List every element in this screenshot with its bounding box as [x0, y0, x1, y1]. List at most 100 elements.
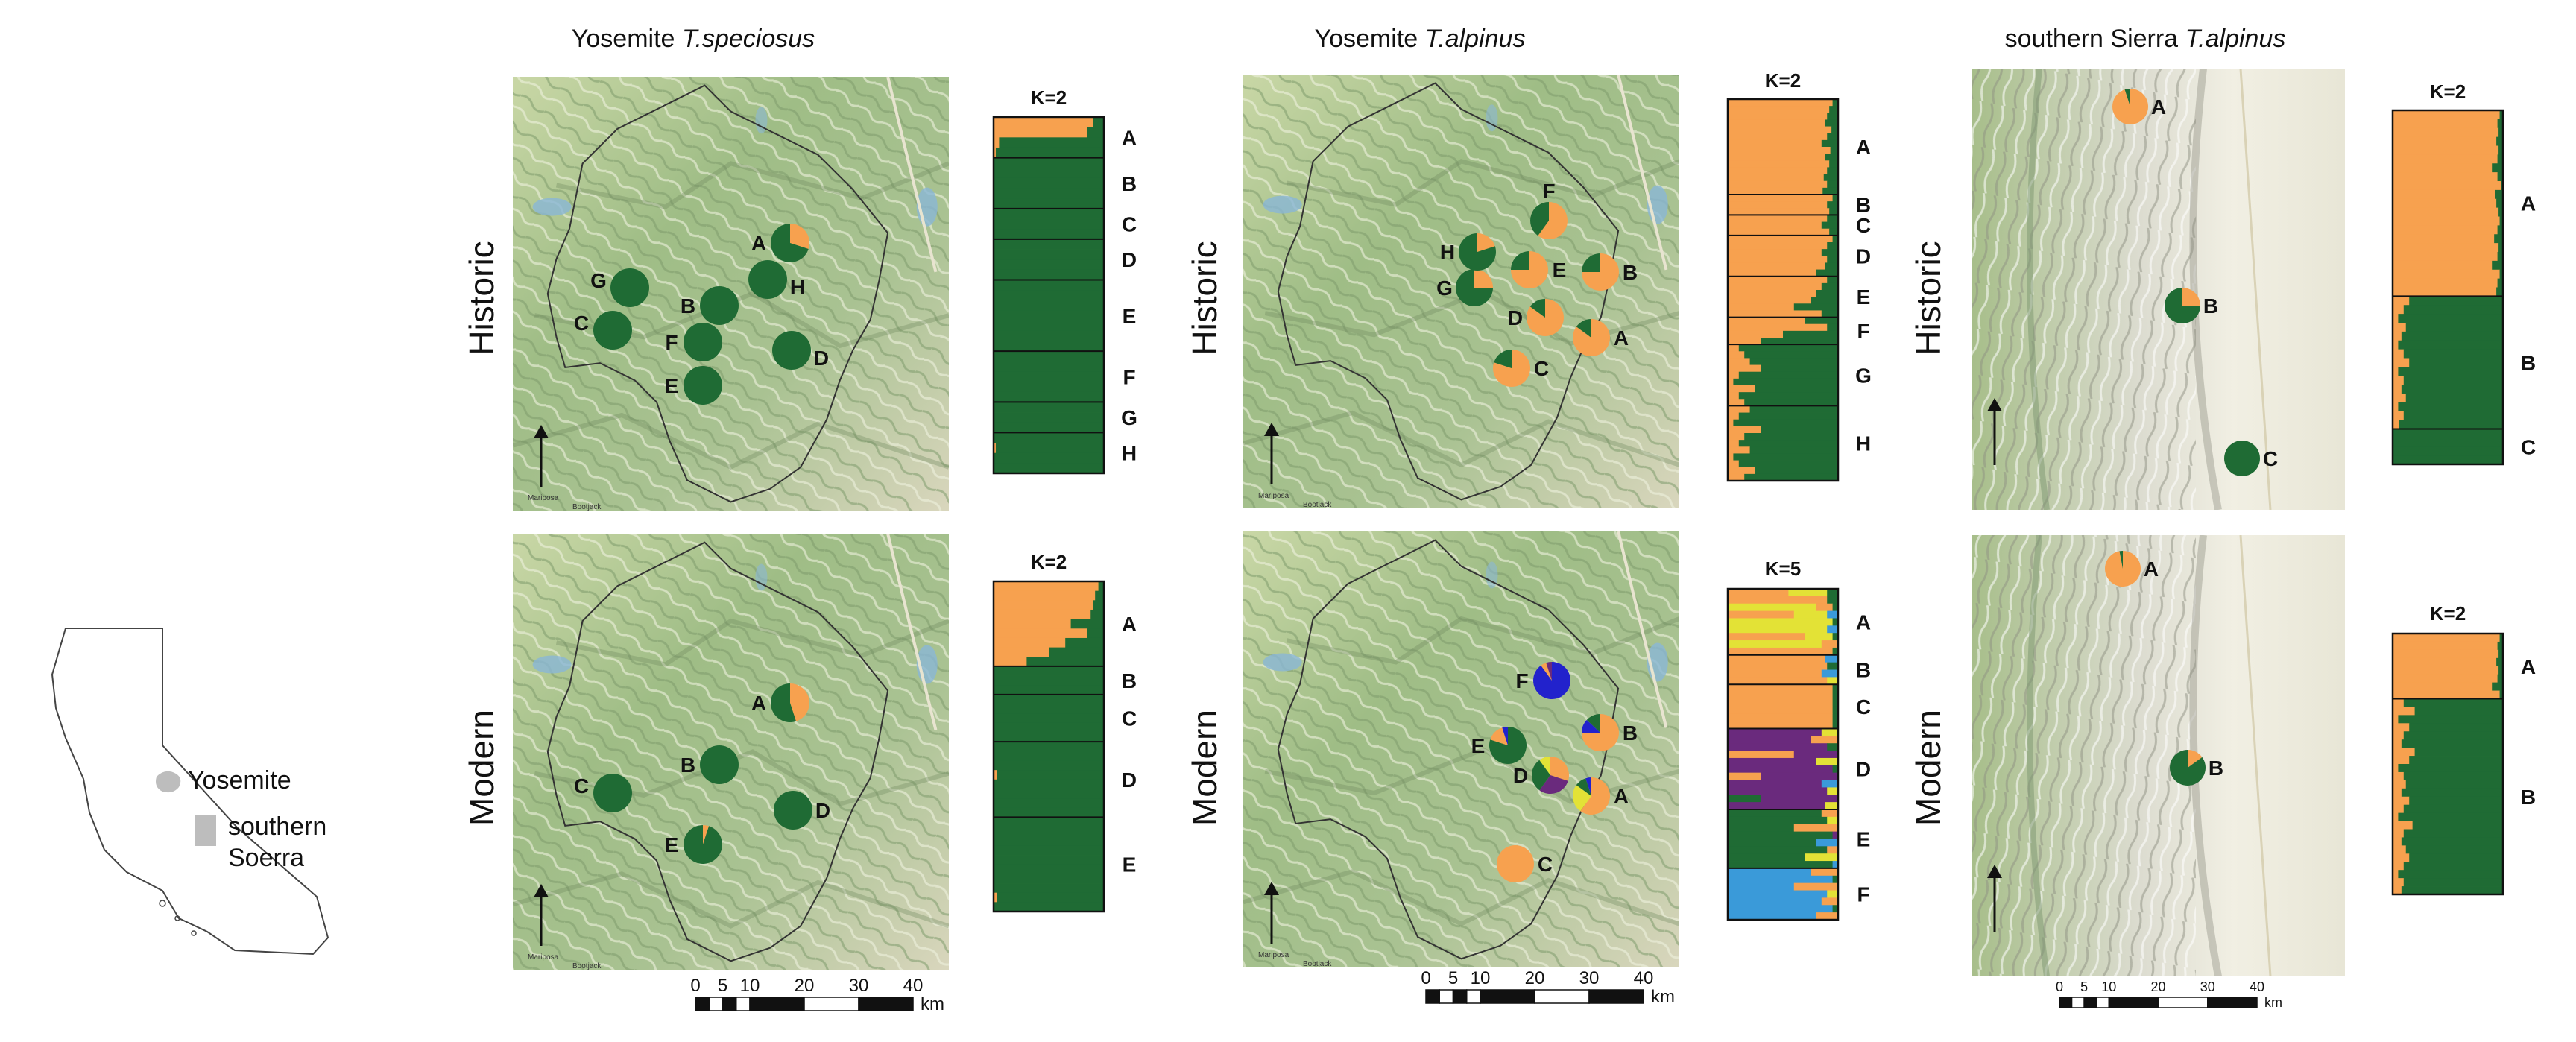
pie-slice — [2165, 288, 2200, 323]
ancestry-bar — [994, 694, 1105, 704]
ancestry-bar — [1728, 256, 1828, 263]
ancestry-bar — [1728, 882, 1795, 891]
pie-slice — [2188, 749, 2203, 768]
ancestry-bar — [2393, 154, 2498, 164]
ancestry-bar — [2403, 829, 2504, 838]
ancestry-bar — [1728, 371, 1740, 379]
ancestry-bar — [2393, 845, 2407, 854]
ancestry-bar — [2393, 674, 2498, 683]
ancestry-bar — [994, 412, 1105, 423]
ancestry-bar — [1749, 405, 1839, 413]
pie-slice — [1530, 299, 1545, 318]
ancestry-bar — [1728, 99, 1833, 107]
ancestry-bar — [2496, 287, 2504, 297]
ancestry-bar — [994, 452, 1105, 464]
ancestry-bar — [1728, 831, 1833, 839]
population-label: A — [2151, 95, 2166, 119]
column-title-2: Yosemite T.alpinus — [1315, 25, 1526, 53]
k-label: K=2 — [2430, 602, 2466, 625]
ancestry-bar — [1755, 385, 1839, 393]
pie-slice — [1550, 757, 1569, 781]
population-pie-C — [2224, 441, 2260, 476]
scale-tick-label: 0 — [2056, 979, 2063, 994]
scale-tick-label: 30 — [2200, 979, 2215, 994]
ancestry-bar — [1728, 290, 1816, 297]
ancestry-bar — [2497, 641, 2504, 651]
pie-slice — [1573, 785, 1591, 812]
ancestry-bar — [2393, 207, 2499, 217]
ancestry-bar — [994, 874, 1105, 884]
population-pie-B — [700, 745, 739, 784]
ancestry-bar — [1728, 853, 1805, 862]
pie-slice — [1456, 269, 1493, 306]
ancestry-bar — [2393, 181, 2501, 191]
scale-tick-label: 5 — [2080, 979, 2088, 994]
ancestry-bar — [2393, 269, 2500, 280]
ancestry-bar — [2393, 234, 2495, 244]
ancestry-bar — [1728, 467, 1756, 475]
ancestry-bar — [1090, 609, 1105, 620]
ancestry-bar — [994, 463, 1105, 474]
ancestry-bar — [1788, 589, 1828, 597]
ancestry-bar — [1728, 861, 1833, 869]
ancestry-bar — [1832, 831, 1839, 839]
ancestry-bar — [2501, 181, 2504, 191]
ancestry-bar — [2393, 771, 2405, 781]
ancestry-bar — [1728, 610, 1795, 619]
ancestry-bar — [2497, 252, 2504, 262]
ancestry-bar — [1728, 303, 1795, 311]
ancestry-bar — [1728, 736, 1811, 744]
ancestry-bar — [2393, 812, 2399, 821]
ancestry-bar — [1821, 897, 1839, 906]
ancestry-bar — [1728, 174, 1825, 182]
ancestry-bar — [994, 402, 1105, 413]
population-pie-E — [684, 366, 722, 405]
ancestry-bar — [2403, 731, 2504, 740]
ancestry-bar — [2492, 682, 2504, 691]
pie-slice — [748, 260, 787, 299]
ancestry-bar — [997, 770, 1105, 780]
population-label: E — [1471, 734, 1486, 757]
scale-tick-label: 5 — [1448, 968, 1458, 988]
ancestry-bar — [1728, 215, 1828, 222]
pie-slice — [703, 825, 710, 844]
column-title-1: Yosemite T.speciosus — [572, 25, 815, 53]
ancestry-bar — [1744, 399, 1839, 406]
ancestry-bar — [1728, 126, 1832, 134]
ancestry-bar — [994, 361, 1105, 372]
structure-group-label: B — [2521, 786, 2536, 809]
row-label-modern-2: Modern — [1185, 710, 1224, 826]
pie-slice — [2182, 288, 2200, 306]
ancestry-bar — [1823, 174, 1839, 182]
ancestry-bar — [994, 117, 1093, 128]
ancestry-bar — [1728, 721, 1833, 729]
ancestry-bar — [1829, 228, 1839, 236]
ancestry-bar — [2398, 870, 2504, 879]
ancestry-bar — [1783, 330, 1839, 338]
structure-group-label: F — [1857, 320, 1869, 343]
ancestry-bar — [1821, 310, 1839, 318]
ancestry-bar — [2401, 385, 2504, 394]
scale-segment — [1534, 989, 1590, 1004]
ancestry-bar — [2405, 323, 2504, 332]
structure-group-label: A — [1122, 126, 1137, 149]
ancestry-bar — [2393, 862, 2405, 871]
ancestry-bar — [1816, 290, 1839, 297]
ancestry-bar — [1733, 419, 1839, 427]
ancestry-bar — [994, 657, 1027, 667]
ancestry-bar — [1728, 905, 1833, 913]
ancestry-bar — [994, 259, 1105, 271]
population-pie-C — [1497, 845, 1534, 882]
ancestry-bar — [2393, 715, 2399, 724]
ancestry-bar — [994, 422, 1105, 433]
north-arrow-head — [534, 425, 549, 438]
ancestry-bar — [1829, 106, 1839, 113]
ancestry-bar — [1098, 581, 1105, 592]
ancestry-bar — [1728, 221, 1822, 230]
ancestry-bar — [1821, 249, 1839, 256]
ancestry-bar — [1728, 351, 1745, 359]
ancestry-bar — [1728, 201, 1828, 209]
ancestry-bar — [1728, 195, 1833, 202]
ancestry-bar — [1728, 133, 1828, 141]
